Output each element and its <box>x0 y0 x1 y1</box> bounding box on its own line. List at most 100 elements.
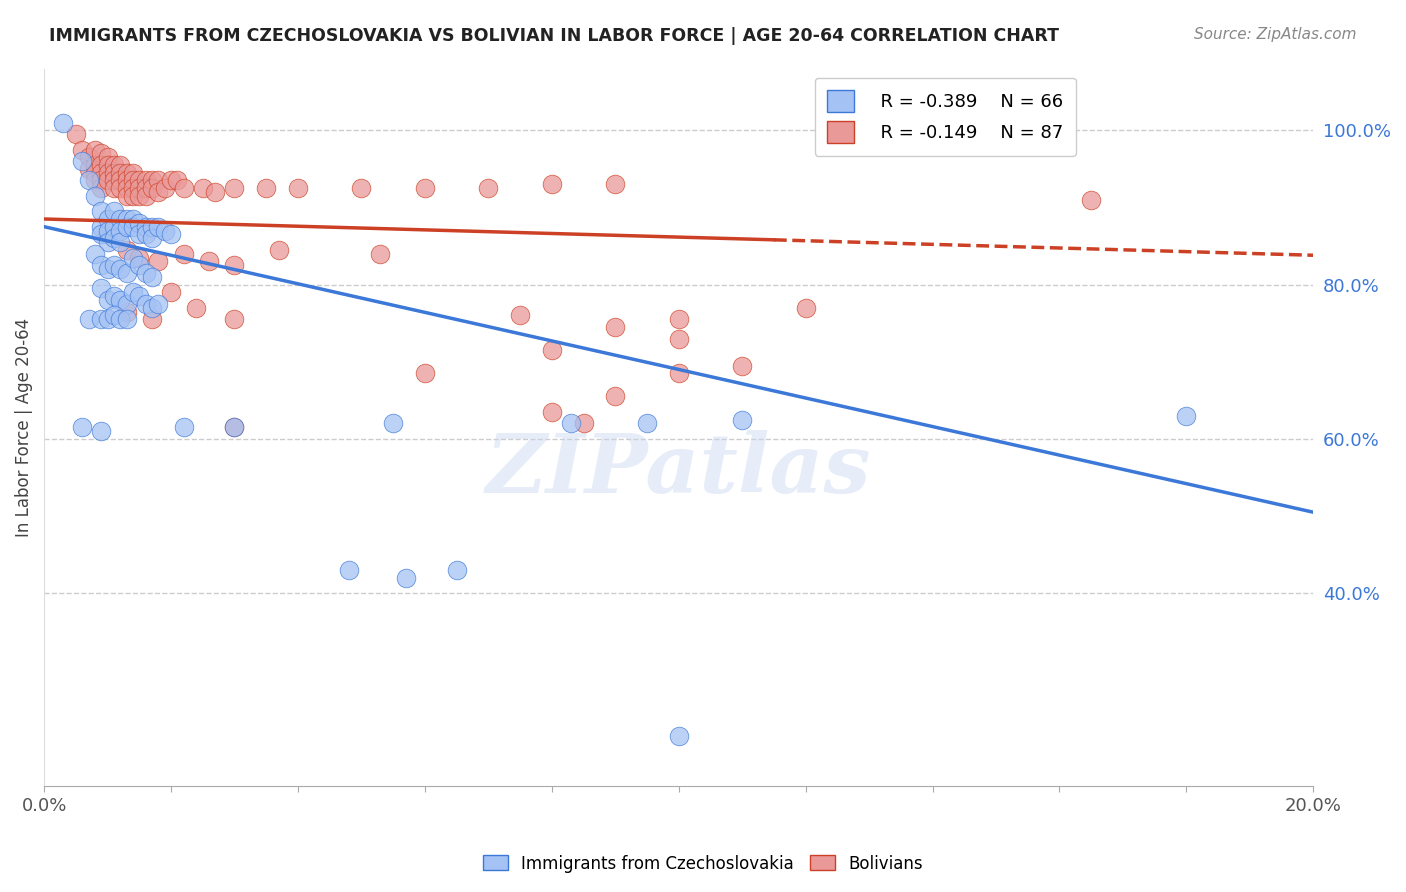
Point <box>668 312 690 326</box>
Point <box>148 185 170 199</box>
Point <box>90 258 112 272</box>
Point <box>65 127 87 141</box>
Text: IMMIGRANTS FROM CZECHOSLOVAKIA VS BOLIVIAN IN LABOR FORCE | AGE 20-64 CORRELATIO: IMMIGRANTS FROM CZECHOSLOVAKIA VS BOLIVI… <box>49 27 1059 45</box>
Point <box>83 166 105 180</box>
Point <box>122 166 145 180</box>
Point <box>413 181 436 195</box>
Point <box>153 223 176 237</box>
Point <box>122 189 145 203</box>
Point <box>83 189 105 203</box>
Point <box>115 266 138 280</box>
Point <box>160 285 183 300</box>
Point <box>135 173 157 187</box>
Point <box>141 312 163 326</box>
Point <box>122 181 145 195</box>
Point <box>90 204 112 219</box>
Point <box>148 254 170 268</box>
Point <box>83 173 105 187</box>
Point <box>115 312 138 326</box>
Point <box>110 158 132 172</box>
Point <box>224 312 246 326</box>
Point <box>668 367 690 381</box>
Point <box>110 173 132 187</box>
Point <box>560 417 582 431</box>
Point <box>97 235 120 249</box>
Point <box>115 297 138 311</box>
Point <box>115 181 138 195</box>
Point <box>141 301 163 315</box>
Point <box>90 219 112 234</box>
Point <box>540 405 562 419</box>
Point <box>166 173 188 187</box>
Point <box>1175 409 1198 423</box>
Point <box>97 293 120 307</box>
Point <box>103 258 125 272</box>
Point <box>115 173 138 187</box>
Point <box>395 571 418 585</box>
Point <box>141 181 163 195</box>
Point <box>160 227 183 242</box>
Point <box>153 181 176 195</box>
Point <box>605 389 627 403</box>
Y-axis label: In Labor Force | Age 20-64: In Labor Force | Age 20-64 <box>15 318 32 537</box>
Point <box>90 181 112 195</box>
Point <box>337 563 360 577</box>
Point <box>90 312 112 326</box>
Point <box>173 420 195 434</box>
Point <box>103 309 125 323</box>
Point <box>794 301 817 315</box>
Point <box>224 420 246 434</box>
Point <box>135 227 157 242</box>
Point <box>110 262 132 277</box>
Point <box>103 181 125 195</box>
Point <box>77 150 100 164</box>
Point <box>97 158 120 172</box>
Point <box>115 212 138 227</box>
Point <box>122 219 145 234</box>
Point <box>97 150 120 164</box>
Point <box>90 173 112 187</box>
Point <box>103 173 125 187</box>
Point <box>446 563 468 577</box>
Point <box>103 204 125 219</box>
Point <box>90 424 112 438</box>
Point <box>135 219 157 234</box>
Point <box>731 412 754 426</box>
Point <box>160 173 183 187</box>
Point <box>224 258 246 272</box>
Point <box>135 181 157 195</box>
Text: Source: ZipAtlas.com: Source: ZipAtlas.com <box>1194 27 1357 42</box>
Point <box>122 173 145 187</box>
Point <box>141 173 163 187</box>
Point <box>90 281 112 295</box>
Point <box>370 246 392 260</box>
Point <box>115 219 138 234</box>
Point <box>103 231 125 245</box>
Point <box>141 269 163 284</box>
Point <box>413 367 436 381</box>
Point <box>52 115 75 129</box>
Point <box>254 181 277 195</box>
Point <box>191 181 214 195</box>
Point <box>90 158 112 172</box>
Point <box>128 227 150 242</box>
Point <box>731 359 754 373</box>
Point <box>668 729 690 743</box>
Point <box>287 181 309 195</box>
Point <box>224 420 246 434</box>
Point <box>668 332 690 346</box>
Legend: Immigrants from Czechoslovakia, Bolivians: Immigrants from Czechoslovakia, Bolivian… <box>477 848 929 880</box>
Point <box>572 417 595 431</box>
Point <box>70 420 93 434</box>
Point <box>90 166 112 180</box>
Point <box>110 235 132 249</box>
Point <box>115 304 138 318</box>
Point <box>128 189 150 203</box>
Point <box>97 212 120 227</box>
Point <box>115 189 138 203</box>
Point <box>605 178 627 192</box>
Point <box>128 216 150 230</box>
Point <box>110 293 132 307</box>
Point <box>128 251 150 265</box>
Point <box>198 254 221 268</box>
